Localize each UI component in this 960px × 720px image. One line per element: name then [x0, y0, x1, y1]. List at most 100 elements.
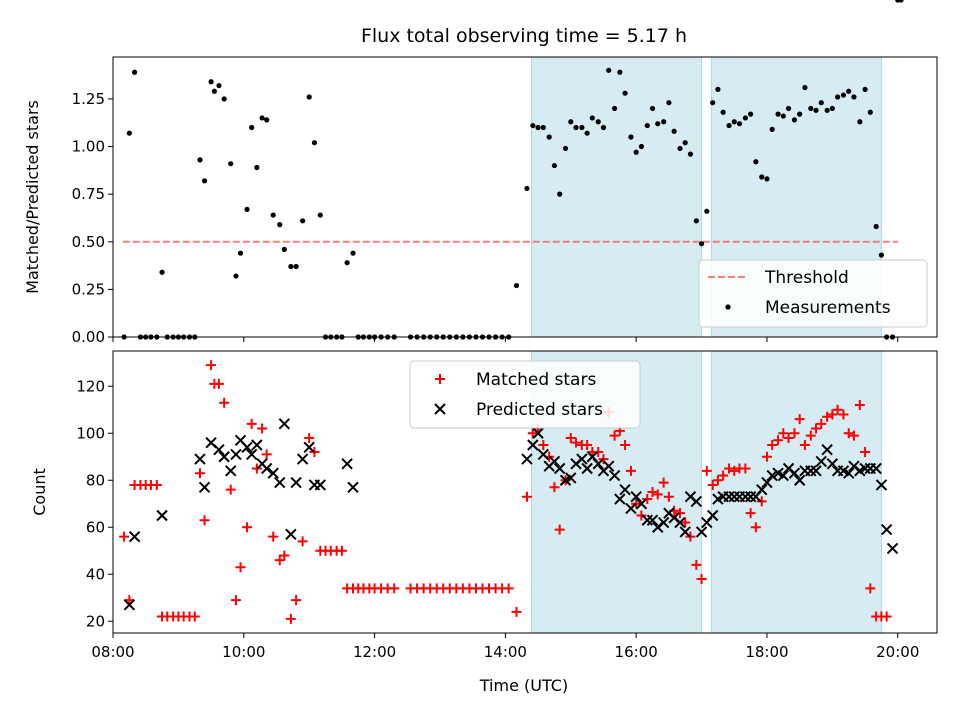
matched-star-point	[860, 447, 871, 458]
matched-star-point	[389, 583, 400, 594]
measurement-point	[628, 134, 634, 140]
measurement-point	[551, 162, 558, 169]
measurement-point	[753, 159, 759, 165]
measurement-point	[666, 100, 672, 106]
predicted-star-point	[290, 476, 302, 489]
measurement-point	[568, 119, 574, 125]
measurement-point	[682, 140, 688, 146]
predicted-star-point	[641, 514, 653, 526]
predicted-star-point	[635, 498, 648, 510]
predicted-star-point	[679, 526, 691, 538]
x-tick-label: 18:00	[745, 643, 788, 661]
matched-star-point	[565, 432, 576, 443]
legend-threshold-label: Threshold	[764, 268, 849, 288]
legend-box	[698, 259, 928, 328]
measurement-point	[579, 124, 585, 131]
y-tick-label: 60	[86, 518, 105, 536]
measurement-point	[769, 126, 775, 132]
measurement-point	[862, 86, 868, 92]
bottom-panel: 20 40 60 80 100 120 08:00 10:00 12:00 14:00 16:00 1…	[30, 350, 938, 661]
measurement-point	[726, 122, 732, 129]
measurement-point	[221, 96, 227, 102]
predicted-star-point	[756, 483, 768, 496]
matched-star-point	[609, 430, 620, 441]
predicted-star-point	[657, 516, 670, 529]
matched-star-point	[206, 360, 217, 371]
measurement-point	[573, 124, 579, 131]
matched-star-point	[620, 440, 631, 450]
matched-star-point	[246, 418, 257, 429]
matched-star-point	[647, 487, 658, 497]
measurement-point	[344, 260, 350, 266]
matched-star-point	[538, 440, 549, 450]
matched-star-point	[663, 491, 674, 502]
matched-star-point	[194, 468, 205, 479]
matched-star-point	[680, 517, 691, 528]
matched-star-point	[593, 447, 604, 458]
measurement-point	[159, 269, 165, 275]
measurement-point	[851, 94, 857, 100]
measurement-point	[524, 185, 530, 192]
predicted-star-point	[674, 516, 686, 529]
predicted-star-point	[826, 458, 839, 470]
predicted-star-point	[260, 462, 273, 475]
plot-frame	[112, 350, 938, 634]
matched-star-point	[822, 411, 833, 422]
matched-star-point	[811, 423, 822, 434]
measurement-point	[600, 124, 607, 131]
matched-star-point	[773, 435, 784, 446]
matched-star-point	[242, 522, 253, 533]
y-tick-label: 40	[86, 565, 105, 583]
predicted-star-point	[728, 490, 740, 503]
predicted-star-point	[225, 465, 237, 477]
predicted-star-point	[341, 458, 353, 470]
measurement-point	[649, 105, 656, 112]
y-tick-label: 80	[86, 471, 105, 489]
measurement-point	[873, 223, 879, 230]
y-tick-label: 1.25	[72, 90, 105, 108]
measurement-point	[704, 208, 710, 214]
measurement-point	[584, 130, 590, 136]
y-tick-label: 120	[76, 377, 105, 395]
predicted-star-point	[245, 448, 258, 461]
measurement-point	[589, 115, 595, 121]
bottom-panel-axes: 20 40 60 80 100 120 08:00 10:00 12:00 14:00 16:00 1…	[76, 350, 938, 661]
measurement-point	[808, 105, 814, 112]
measurement-point	[293, 263, 299, 270]
predicted-star-point	[537, 448, 550, 461]
measurement-point	[759, 174, 765, 180]
measurement-point	[131, 69, 138, 75]
matched-star-point	[854, 400, 865, 411]
plot-frame	[112, 56, 938, 338]
measurement-point	[791, 117, 798, 123]
measurement-point	[228, 161, 234, 167]
predicted-star-point	[695, 526, 708, 538]
measurement-point	[244, 206, 250, 212]
matched-star-point	[189, 611, 200, 622]
predicted-star-point	[314, 479, 327, 491]
matched-star-point	[549, 482, 560, 493]
measurement-point	[254, 164, 260, 171]
matched-star-point	[268, 531, 279, 542]
matched-star-point	[511, 606, 522, 617]
predicted-star-point	[821, 443, 833, 456]
measurement-point	[259, 115, 265, 121]
measurement-point	[530, 122, 536, 129]
predicted-star-point	[278, 418, 291, 430]
matched-star-point	[503, 583, 514, 594]
predicted-star-point	[532, 427, 544, 439]
measurement-point	[802, 84, 808, 91]
predicted-star-point	[347, 481, 359, 494]
measurement-point	[710, 100, 716, 106]
matched-star-point	[724, 463, 735, 474]
measurement-point	[736, 121, 743, 127]
matched-star-point	[756, 496, 767, 507]
x-tick-label: 20:00	[876, 643, 919, 661]
predicted-star-point	[870, 462, 882, 475]
measurement-point	[813, 107, 819, 113]
predicted-star-point	[810, 465, 822, 477]
predicted-star-point	[777, 469, 790, 482]
measurement-point	[867, 109, 873, 115]
y-tick-label: 20	[86, 612, 105, 630]
measurement-point	[546, 134, 552, 140]
